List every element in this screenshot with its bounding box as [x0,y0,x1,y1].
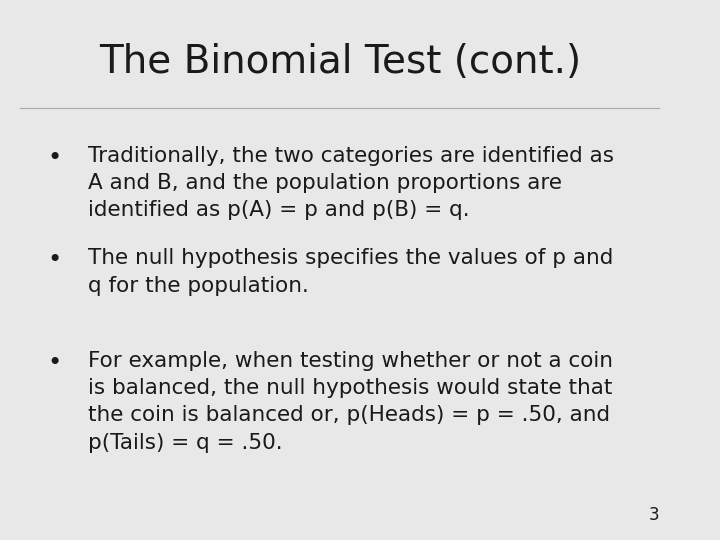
Text: The null hypothesis specifies the values of p and
q for the population.: The null hypothesis specifies the values… [89,248,613,295]
Text: •: • [48,248,62,272]
Text: •: • [48,146,62,170]
Text: The Binomial Test (cont.): The Binomial Test (cont.) [99,43,581,81]
Text: For example, when testing whether or not a coin
is balanced, the null hypothesis: For example, when testing whether or not… [89,351,613,453]
Text: 3: 3 [649,506,659,524]
Text: •: • [48,351,62,375]
Text: Traditionally, the two categories are identified as
A and B, and the population : Traditionally, the two categories are id… [89,146,614,220]
